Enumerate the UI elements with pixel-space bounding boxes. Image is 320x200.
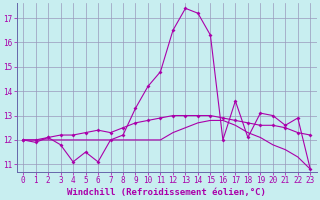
X-axis label: Windchill (Refroidissement éolien,°C): Windchill (Refroidissement éolien,°C) (67, 188, 266, 197)
